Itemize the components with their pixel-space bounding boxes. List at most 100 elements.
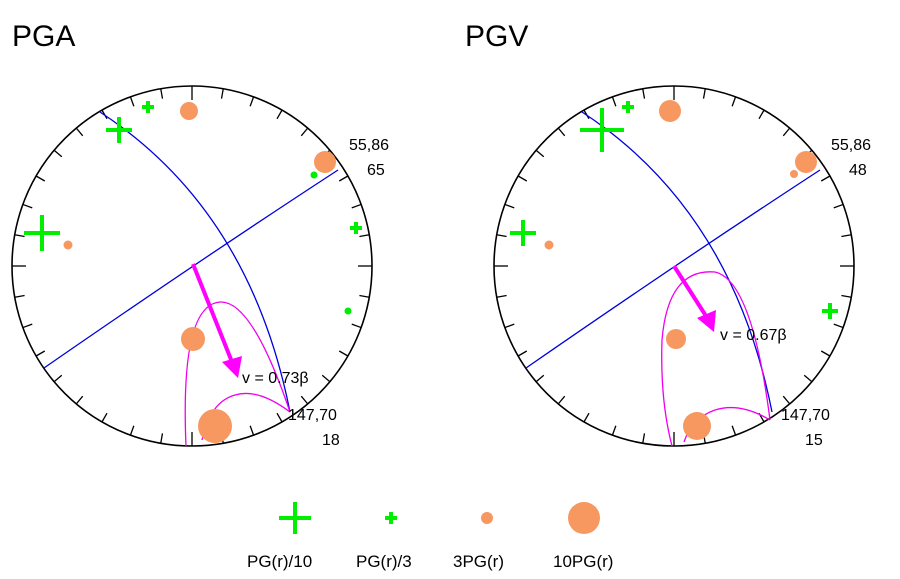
azimuth-tick	[101, 412, 108, 423]
azimuth-tick	[496, 294, 507, 298]
azimuth-tick	[557, 395, 566, 405]
azimuth-tick	[535, 374, 545, 383]
marker-circle-small	[63, 240, 73, 250]
marker-circle-small	[790, 170, 798, 178]
plane1-label: 55,86	[831, 137, 871, 154]
nodal-plane-1	[581, 111, 773, 413]
legend-label: PG(r)/10	[247, 552, 312, 571]
legend-label: PG(r)/3	[356, 552, 412, 571]
plane2-value: 18	[322, 432, 340, 449]
azimuth-tick	[22, 323, 33, 329]
directivity-arrow-shaft	[191, 263, 234, 363]
marker-circle-medium	[795, 151, 817, 173]
azimuth-tick	[535, 149, 545, 158]
marker-circle-medium	[181, 327, 205, 351]
marker-circle-medium	[659, 100, 681, 122]
marker-plus-large	[510, 220, 536, 246]
azimuth-tick	[249, 96, 255, 107]
azimuth-tick	[14, 294, 25, 298]
directivity-arrow-head	[697, 310, 716, 332]
azimuth-tick	[557, 127, 566, 137]
marker-dot-green	[344, 307, 352, 315]
azimuth-tick	[702, 88, 706, 99]
azimuth-tick	[160, 88, 164, 99]
azimuth-tick	[276, 109, 283, 120]
station-markers	[510, 100, 838, 440]
azimuth-tick	[731, 425, 737, 436]
azimuth-tick	[338, 350, 349, 357]
velocity-contour-outer	[661, 271, 771, 447]
azimuth-tick	[841, 234, 852, 238]
azimuth-tick	[504, 323, 515, 329]
azimuth-tick	[22, 203, 33, 209]
azimuth-tick	[359, 234, 370, 238]
azimuth-tick	[129, 425, 135, 436]
azimuth-tick	[517, 175, 528, 182]
velocity-label: v = 0.73β	[242, 370, 309, 387]
azimuth-tick	[611, 96, 617, 107]
azimuth-tick	[583, 412, 590, 423]
marker-circle-large	[198, 409, 232, 443]
velocity-contour-outer	[184, 301, 291, 447]
marker-dot-green	[310, 171, 318, 179]
azimuth-tick	[338, 175, 349, 182]
nodal-plane-1	[99, 111, 291, 413]
marker-circle-large	[683, 412, 711, 440]
plane1-label: 55,86	[349, 137, 389, 154]
azimuth-tick	[276, 412, 283, 423]
plane2-label: 147,70	[781, 407, 830, 424]
legend-label: 3PG(r)	[453, 552, 504, 571]
azimuth-tick	[249, 425, 255, 436]
azimuth-tick	[53, 149, 63, 158]
plane2-label: 147,70	[288, 407, 337, 424]
azimuth-tick	[300, 395, 309, 405]
azimuth-tick	[731, 96, 737, 107]
azimuth-tick	[833, 203, 844, 209]
azimuth-tick	[642, 88, 646, 99]
marker-circle-small	[544, 240, 554, 250]
directivity-arrow-shaft	[672, 264, 708, 318]
azimuth-tick	[782, 127, 791, 137]
plane1-value: 48	[849, 162, 867, 179]
panel-pga: PGA	[11, 20, 389, 449]
azimuth-tick	[820, 175, 831, 182]
marker-plus-small	[142, 101, 154, 113]
azimuth-tick	[611, 425, 617, 436]
azimuth-tick	[517, 350, 528, 357]
azimuth-tick	[14, 234, 25, 238]
legend-label: 10PG(r)	[553, 552, 613, 571]
azimuth-tick	[53, 374, 63, 383]
panel-pgv: PGV	[465, 20, 871, 449]
marker-plus-small	[350, 222, 362, 234]
marker-plus-small	[822, 303, 838, 319]
marker-plus-small	[622, 101, 634, 113]
azimuth-tick	[642, 433, 646, 444]
panel-title: PGA	[12, 20, 75, 53]
directivity-arrow-head	[222, 356, 242, 378]
azimuth-tick	[35, 175, 46, 182]
nodal-plane-2	[43, 169, 339, 369]
azimuth-tick	[351, 323, 362, 329]
panel-title: PGV	[465, 20, 528, 53]
azimuth-ticks	[12, 86, 372, 446]
nodal-plane-2	[525, 169, 821, 369]
velocity-label: v = 0.67β	[720, 327, 787, 344]
azimuth-tick	[160, 433, 164, 444]
marker-circle-medium	[666, 329, 686, 349]
azimuth-tick	[75, 127, 84, 137]
legend-symbol-large-plus-icon	[279, 502, 311, 534]
marker-circle-medium	[180, 102, 198, 120]
plane1-value: 65	[367, 162, 385, 179]
azimuth-tick	[758, 109, 765, 120]
azimuth-tick	[841, 294, 852, 298]
azimuth-tick	[782, 395, 791, 405]
legend-symbol-large-circle-icon	[568, 502, 600, 534]
marker-circle-medium	[314, 151, 336, 173]
marker-plus-large	[24, 215, 60, 251]
azimuth-tick	[504, 203, 515, 209]
legend-symbol-small-circle-icon	[481, 512, 493, 524]
azimuth-tick	[321, 374, 331, 383]
station-markers	[24, 101, 362, 443]
azimuth-tick	[833, 323, 844, 329]
